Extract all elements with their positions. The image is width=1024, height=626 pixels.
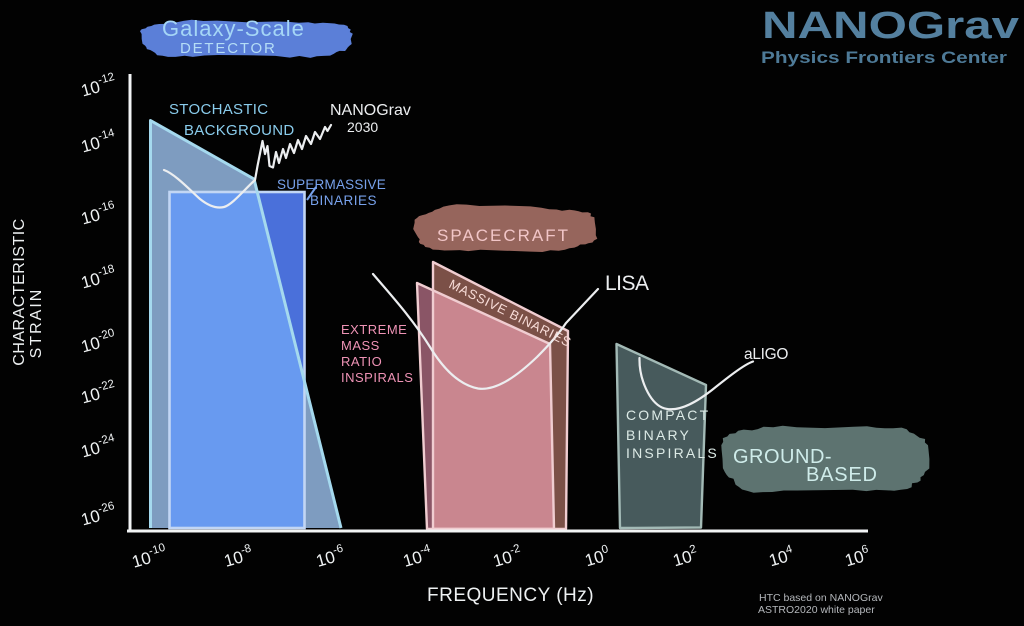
svg-text:2030: 2030: [347, 119, 378, 135]
svg-text:HTC based on NANOGrav: HTC based on NANOGrav: [759, 592, 883, 604]
svg-text:SPACECRAFT: SPACECRAFT: [437, 226, 570, 245]
svg-text:BINARY: BINARY: [626, 427, 691, 443]
svg-text:BASED: BASED: [806, 464, 878, 486]
svg-text:GROUND-: GROUND-: [733, 446, 832, 468]
svg-text:ASTRO2020 white paper: ASTRO2020 white paper: [758, 604, 875, 616]
svg-text:INSPIRALS: INSPIRALS: [341, 370, 413, 385]
svg-text:aLIGO: aLIGO: [744, 346, 788, 363]
svg-text:Galaxy-Scale: Galaxy-Scale: [162, 16, 305, 41]
svg-text:RATIO: RATIO: [341, 354, 382, 369]
svg-text:EXTREME: EXTREME: [341, 322, 407, 337]
svg-text:STRAIN: STRAIN: [28, 288, 45, 359]
svg-text:LISA: LISA: [605, 272, 649, 295]
svg-text:BACKGROUND: BACKGROUND: [184, 122, 295, 139]
svg-text:CHARACTERISTIC: CHARACTERISTIC: [11, 218, 28, 365]
svg-text:BINARIES: BINARIES: [310, 193, 377, 208]
svg-text:NANOGrav: NANOGrav: [762, 5, 1019, 47]
svg-text:MASS: MASS: [341, 338, 380, 353]
svg-text:INSPIRALS: INSPIRALS: [626, 445, 719, 461]
svg-text:DETECTOR: DETECTOR: [180, 40, 277, 57]
svg-text:STOCHASTIC: STOCHASTIC: [169, 101, 268, 118]
svg-text:FREQUENCY (Hz): FREQUENCY (Hz): [427, 585, 594, 606]
svg-text:NANOGrav: NANOGrav: [330, 102, 411, 119]
svg-text:10-16: 10-16: [78, 199, 118, 228]
svg-text:Physics Frontiers Center: Physics Frontiers Center: [761, 48, 1007, 67]
svg-text:SUPERMASSIVE: SUPERMASSIVE: [277, 177, 386, 192]
svg-text:COMPACT: COMPACT: [626, 407, 710, 423]
